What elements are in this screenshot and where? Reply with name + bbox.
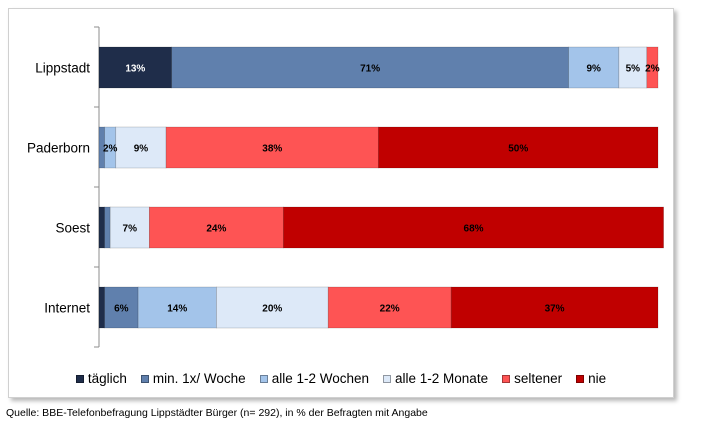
legend-item: alle 1-2 Wochen bbox=[259, 371, 370, 386]
legend: täglich min. 1x/ Woche alle 1-2 Wochen alle… bbox=[9, 371, 673, 386]
bar-segment bbox=[378, 126, 659, 169]
category-label: Soest bbox=[55, 221, 90, 236]
bar-segment bbox=[98, 46, 172, 89]
data-label: 38% bbox=[262, 144, 282, 155]
bar-segment bbox=[104, 206, 111, 249]
bar-segment bbox=[216, 286, 329, 329]
legend-swatch bbox=[576, 374, 585, 383]
source-note: Quelle: BBE-Telefonbefragung Lippstädter… bbox=[6, 407, 428, 419]
legend-item: min. 1x/ Woche bbox=[140, 371, 246, 386]
data-label: 5% bbox=[626, 64, 641, 75]
bar-segment bbox=[327, 286, 452, 329]
legend-label: alle 1-2 Wochen bbox=[271, 371, 370, 386]
stacked-bar-chart: 13% 71% 9% 5% 2% 2% 9% 38% 50% 7% 24% 68% 6% 14% 20% 22… bbox=[27, 26, 664, 348]
bar-segment bbox=[283, 206, 664, 249]
bar-segment bbox=[618, 46, 648, 89]
bar-segment bbox=[98, 286, 105, 329]
data-label: 68% bbox=[464, 224, 484, 235]
data-label: 13% bbox=[125, 64, 145, 75]
bar-segment bbox=[98, 206, 105, 249]
data-label: 2% bbox=[645, 64, 660, 75]
legend-label: min. 1x/ Woche bbox=[152, 371, 246, 386]
data-label: 7% bbox=[123, 224, 138, 235]
legend-item: täglich bbox=[75, 371, 127, 386]
bar-segment bbox=[137, 286, 217, 329]
data-label: 14% bbox=[167, 304, 187, 315]
legend-swatch bbox=[383, 374, 392, 383]
category-label: Internet bbox=[44, 301, 90, 316]
bar-segment bbox=[115, 126, 167, 169]
bar-segment bbox=[646, 46, 659, 89]
data-label: 71% bbox=[360, 64, 380, 75]
legend-swatch bbox=[75, 374, 84, 383]
legend-swatch bbox=[259, 374, 268, 383]
data-label: 9% bbox=[586, 64, 601, 75]
legend-label: nie bbox=[588, 371, 607, 386]
data-label: 2% bbox=[103, 144, 118, 155]
category-label: Paderborn bbox=[27, 141, 90, 156]
chart-frame: 13% 71% 9% 5% 2% 2% 9% 38% 50% 7% 24% 68% 6% 14% 20% 22… bbox=[8, 8, 674, 398]
legend-item: alle 1-2 Monate bbox=[383, 371, 488, 386]
data-label: 24% bbox=[206, 224, 226, 235]
legend-item: seltener bbox=[502, 371, 562, 386]
data-label: 22% bbox=[380, 304, 400, 315]
legend-item: nie bbox=[576, 371, 606, 386]
data-label: 37% bbox=[545, 304, 565, 315]
data-label: 9% bbox=[134, 144, 149, 155]
data-label: 6% bbox=[114, 304, 129, 315]
bar-segment bbox=[149, 206, 284, 249]
legend-swatch bbox=[140, 374, 149, 383]
bar-segment bbox=[165, 126, 379, 169]
category-label: Lippstadt bbox=[35, 61, 90, 76]
legend-swatch bbox=[502, 374, 511, 383]
legend-label: seltener bbox=[514, 371, 563, 386]
bar-segment bbox=[450, 286, 659, 329]
data-label: 20% bbox=[262, 304, 282, 315]
bar-segment bbox=[104, 286, 139, 329]
legend-label: täglich bbox=[87, 371, 127, 386]
legend-label: alle 1-2 Monate bbox=[395, 371, 489, 386]
data-label: 50% bbox=[508, 144, 528, 155]
